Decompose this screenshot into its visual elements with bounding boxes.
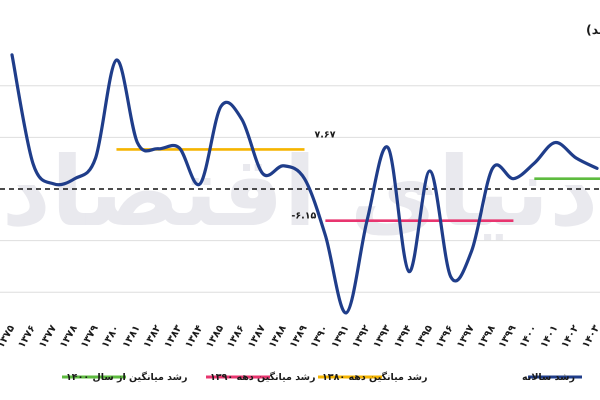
x-tick-label: ۱۳۸۶ [225, 324, 247, 351]
series-line-annual [10, 53, 599, 315]
x-tick-label: ۱۳۹۹ [497, 324, 519, 351]
x-tick-label: ۱۳۸۹ [288, 324, 310, 351]
x-tick-label: ۱۳۹۲ [351, 324, 373, 351]
x-tick-label: ۱۳۹۱ [330, 324, 352, 351]
x-tick-label: ۱۴۰۲ [560, 324, 582, 351]
chart-title: رشد سرمایه‌گذاری(تشکیل سرمایه ثابت ناخال… [586, 22, 600, 37]
x-tick-label: ۱۳۷۸ [58, 324, 80, 351]
x-tick-label: ۱۳۸۸ [267, 324, 289, 351]
legend-label-3: رشد میانگین دهه ۱۳۹۰ [210, 371, 316, 383]
x-tick-label: ۱۳۸۳ [163, 324, 185, 351]
x-tick-label: ۱۳۷۶ [16, 324, 38, 351]
x-tick-label: ۱۳۷۵ [0, 324, 17, 351]
x-tick-label: ۱۴۰۰ [518, 324, 540, 351]
x-tick-label: ۱۳۹۳ [372, 324, 394, 351]
x-tick-label: ۱۳۹۵ [413, 324, 435, 351]
x-tick-label: ۱۴۰۱ [539, 324, 561, 351]
x-tick-label: ۱۳۹۸ [476, 324, 498, 351]
x-tick-label: ۱۳۸۲ [142, 324, 164, 351]
legend-label-2: رشد میانگین دهه ۱۳۸۰ [322, 371, 428, 383]
x-tick-label: ۱۳۸۰ [100, 324, 122, 351]
x-tick-label: ۱۳۹۷ [455, 324, 477, 351]
series-group [10, 53, 599, 315]
legend-label-4: رشد میانگین از سال ۱۴۰۰ [66, 371, 187, 383]
x-tick-label: ۱۳۸۴ [183, 324, 205, 351]
x-tick-label: ۱۳۷۷ [37, 324, 59, 351]
legend-label-1: رشد سالانه [522, 372, 575, 383]
legend: رشد سالانه رشد میانگین دهه ۱۳۸۰ رشد میانگی… [62, 371, 582, 383]
x-tick-label: ۱۴۰۳ [580, 324, 600, 351]
x-axis-ticks: ۱۳۷۵ ۱۳۷۶ ۱۳۷۷ ۱۳۷۸ ۱۳۷۹ ۱۳۸۰ ۱۳۸۱ ۱۳۸۲ ۱۳۸۳ ۱۳۸۴… [0, 324, 600, 351]
x-tick-label: ۱۳۷۹ [79, 324, 101, 351]
average-label-1: ۷.۶۷ [315, 129, 336, 140]
average-label-2: -۶.۱۵ [291, 211, 316, 222]
x-tick-label: ۱۳۸۱ [121, 324, 143, 351]
x-tick-label: ۱۳۹۶ [434, 324, 456, 351]
x-tick-label: ۱۳۸۷ [246, 324, 268, 351]
x-tick-label: ۱۳۹۰ [309, 324, 331, 351]
x-tick-label: ۱۳۸۵ [204, 324, 226, 351]
watermark-text: دنیای اقتصاد [2, 136, 599, 248]
x-tick-label: ۱۳۹۴ [392, 324, 414, 351]
